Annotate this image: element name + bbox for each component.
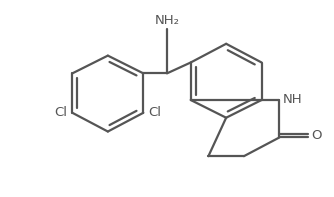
Text: NH₂: NH₂ [155, 14, 179, 27]
Text: NH: NH [282, 94, 302, 107]
Text: Cl: Cl [54, 106, 67, 119]
Text: Cl: Cl [148, 106, 161, 119]
Text: O: O [311, 129, 321, 142]
